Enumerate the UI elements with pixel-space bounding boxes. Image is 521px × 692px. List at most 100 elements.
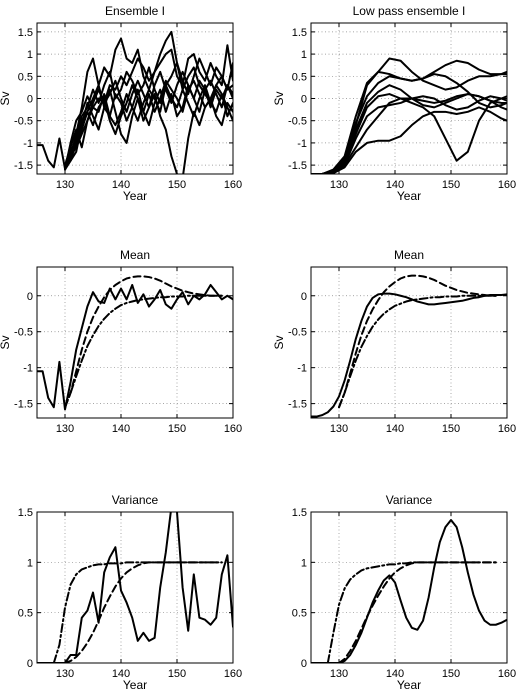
x-tick-label: 160: [224, 668, 242, 680]
x-tick-label: 140: [112, 668, 130, 680]
series-line-2: [338, 561, 497, 663]
series-line-1: [311, 292, 507, 418]
y-tick-label: -0.5: [14, 327, 33, 339]
series-group: [37, 30, 233, 174]
chart-title: Mean: [120, 248, 150, 262]
y-tick-label: 1.5: [292, 507, 307, 519]
y-tick-label: -0.5: [14, 116, 33, 128]
x-tick-label: 130: [330, 668, 348, 680]
x-tick-label: 130: [330, 179, 348, 191]
x-tick-label: 150: [168, 668, 186, 680]
y-tick-label: 0.5: [292, 71, 307, 83]
series-line-3: [52, 561, 223, 663]
y-axis-label: Sv: [0, 335, 12, 349]
x-tick-label: 130: [56, 423, 74, 435]
x-tick-label: 150: [442, 423, 460, 435]
chart-title: Variance: [112, 493, 159, 507]
axes-frame: [310, 266, 508, 419]
y-tick-label: 0: [27, 94, 33, 106]
series-group: [37, 275, 233, 411]
x-tick-label: 160: [224, 179, 242, 191]
series-line-7: [64, 79, 233, 171]
x-axis-label: Year: [397, 189, 421, 203]
x-axis-label: Year: [397, 678, 421, 692]
x-tick-label: 140: [386, 423, 404, 435]
x-tick-label: 140: [386, 668, 404, 680]
y-tick-label: -1: [297, 138, 307, 150]
y-tick-label: -0.5: [288, 116, 307, 128]
series-line-1: [37, 512, 233, 663]
series-line-8: [64, 70, 233, 167]
panel-5: 130 140 150 160 0 0.5 1 1.5 Variance Year: [18, 493, 242, 692]
y-tick-label: 0: [27, 291, 33, 303]
y-tick-label: -1: [23, 138, 33, 150]
y-tick-label: 0.5: [18, 71, 33, 83]
y-axis-label: Sv: [0, 91, 12, 105]
y-tick-label: 1: [27, 49, 33, 61]
axes-frame: [310, 511, 508, 664]
chart-title: Variance: [386, 493, 433, 507]
y-tick-label: -1.5: [14, 160, 33, 172]
series-line-3: [326, 561, 497, 663]
y-tick-label: -1: [23, 363, 33, 375]
panel-4: 130 140 150 160 -1.5 -1 -0.5 0 Mean Sv: [272, 248, 516, 435]
axes-frame: [36, 266, 234, 419]
y-axis-label: Sv: [272, 91, 286, 105]
chart-title: Mean: [394, 248, 424, 262]
x-axis-label: Year: [123, 678, 147, 692]
y-tick-label: 0: [301, 658, 307, 670]
x-tick-label: 160: [224, 423, 242, 435]
x-tick-label: 150: [442, 668, 460, 680]
y-tick-label: -1.5: [14, 399, 33, 411]
series-line-3: [338, 294, 497, 409]
series-line-3: [64, 294, 223, 409]
x-tick-label: 130: [56, 179, 74, 191]
x-tick-label: 150: [168, 179, 186, 191]
y-tick-label: -1: [297, 363, 307, 375]
y-tick-label: 0.5: [292, 608, 307, 620]
x-tick-label: 140: [112, 179, 130, 191]
panel-6: 130 140 150 160 0 0.5 1 1.5 Variance Year: [292, 493, 516, 692]
y-tick-label: 1: [301, 49, 307, 61]
series-group: [311, 57, 507, 174]
panel-3: 130 140 150 160 -1.5 -1 -0.5 0 Mean Sv: [0, 248, 242, 435]
series-group: [311, 274, 507, 418]
series-line-1: [37, 283, 233, 411]
y-tick-label: 1.5: [18, 507, 33, 519]
y-tick-label: 0: [301, 94, 307, 106]
y-tick-label: 1: [301, 557, 307, 569]
y-axis-label: Sv: [272, 335, 286, 349]
series-line-1: [311, 519, 507, 663]
axes-frame: [36, 511, 234, 664]
x-tick-label: 150: [442, 179, 460, 191]
x-tick-label: 140: [112, 423, 130, 435]
x-axis-label: Year: [123, 189, 147, 203]
panel-2: 130 140 150 160 -1.5 -1 -0.5 0 0.5 1 1.5 Low pass e…: [272, 4, 516, 203]
chart-title: Low pass ensemble I: [353, 4, 466, 18]
x-tick-label: 160: [498, 668, 516, 680]
series-line-2: [64, 275, 223, 409]
y-tick-label: 0: [301, 291, 307, 303]
series-line-8: [311, 84, 507, 174]
x-tick-label: 150: [168, 423, 186, 435]
y-tick-label: 0.5: [18, 608, 33, 620]
y-tick-label: -1.5: [288, 160, 307, 172]
y-tick-label: 0: [27, 658, 33, 670]
chart-title: Ensemble I: [105, 4, 165, 18]
series-group: [311, 519, 507, 663]
x-tick-label: 160: [498, 423, 516, 435]
x-tick-label: 140: [386, 179, 404, 191]
panel-1: 130 140 150 160 -1.5 -1 -0.5 0 0.5 1 1.5 Ensemble I…: [0, 4, 242, 203]
series-line-5: [64, 84, 233, 167]
x-tick-label: 160: [498, 179, 516, 191]
y-tick-label: 1: [27, 557, 33, 569]
series-line-1: [311, 57, 507, 174]
y-tick-label: -1.5: [288, 399, 307, 411]
series-line-6: [311, 106, 507, 174]
y-tick-label: 1.5: [292, 27, 307, 39]
x-tick-label: 130: [330, 423, 348, 435]
series-line-3: [64, 57, 233, 167]
y-tick-label: 1.5: [18, 27, 33, 39]
y-tick-label: -0.5: [288, 327, 307, 339]
